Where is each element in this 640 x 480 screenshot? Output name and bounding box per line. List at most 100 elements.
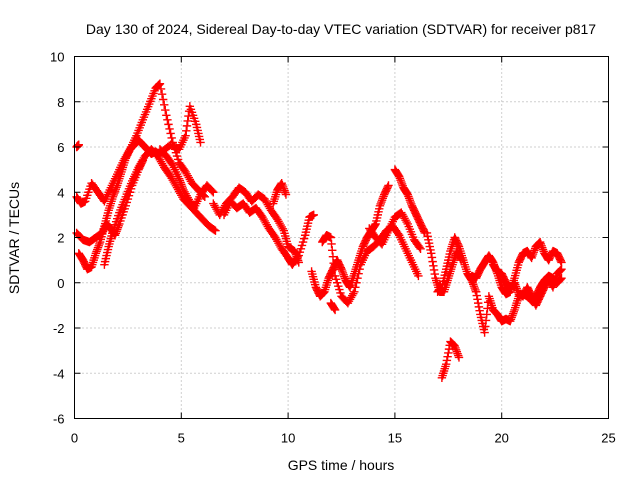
data-points bbox=[72, 79, 566, 382]
data-point bbox=[474, 302, 484, 312]
data-point bbox=[184, 111, 193, 121]
series-track-q bbox=[433, 233, 481, 296]
data-point bbox=[160, 100, 169, 109]
series-track-n bbox=[365, 208, 425, 254]
data-point bbox=[331, 275, 341, 284]
chart-title: Day 130 of 2024, Sidereal Day-to-day VTE… bbox=[86, 21, 596, 37]
data-point bbox=[424, 235, 433, 244]
data-point bbox=[427, 253, 437, 262]
data-point bbox=[426, 245, 435, 255]
data-point bbox=[330, 305, 340, 315]
x-tick-label: 5 bbox=[178, 431, 185, 446]
data-point bbox=[333, 278, 342, 287]
data-point bbox=[328, 246, 337, 255]
data-point bbox=[436, 284, 445, 293]
x-axis-label: GPS time / hours bbox=[288, 457, 395, 473]
data-point bbox=[334, 281, 343, 291]
data-point bbox=[164, 120, 173, 129]
data-point bbox=[444, 344, 454, 354]
data-point bbox=[473, 295, 482, 304]
data-point bbox=[415, 243, 424, 252]
data-point bbox=[352, 278, 361, 287]
data-point bbox=[423, 232, 432, 241]
data-point bbox=[329, 258, 338, 268]
data-point bbox=[182, 121, 192, 131]
data-point bbox=[183, 116, 192, 126]
x-tick-label: 15 bbox=[388, 431, 402, 446]
data-point bbox=[370, 220, 380, 230]
x-tick-label: 0 bbox=[71, 431, 78, 446]
series-track-m bbox=[326, 298, 340, 315]
data-point bbox=[481, 322, 490, 331]
data-point bbox=[330, 271, 340, 281]
data-point bbox=[296, 244, 306, 254]
series-track-f bbox=[155, 145, 218, 213]
data-point bbox=[557, 264, 566, 274]
y-tick-label: 10 bbox=[50, 50, 64, 65]
data-point bbox=[428, 257, 437, 266]
x-tick-label: 20 bbox=[494, 431, 508, 446]
data-point bbox=[557, 258, 566, 267]
data-point bbox=[299, 234, 309, 243]
data-point bbox=[414, 271, 423, 281]
data-point bbox=[328, 252, 338, 261]
data-point bbox=[427, 249, 436, 258]
data-point bbox=[210, 225, 219, 235]
data-point bbox=[326, 233, 336, 242]
data-point bbox=[298, 237, 308, 247]
data-point bbox=[482, 310, 491, 319]
data-point bbox=[472, 291, 481, 300]
data-point bbox=[209, 188, 218, 197]
data-point bbox=[350, 287, 359, 296]
data-point bbox=[330, 265, 339, 274]
series-track-r bbox=[437, 337, 464, 382]
axis-ticks: 0 5 10 15 20 25 -6 -4 -2 0 2 4 6 8 10 bbox=[50, 50, 616, 446]
y-tick-label: 4 bbox=[57, 185, 64, 200]
data-point bbox=[383, 182, 392, 192]
y-tick-label: 2 bbox=[57, 231, 64, 246]
data-point bbox=[297, 241, 307, 250]
data-point bbox=[442, 356, 452, 365]
data-point bbox=[158, 95, 168, 104]
data-point bbox=[354, 269, 363, 278]
grid-lines bbox=[74, 56, 609, 419]
series-track-e bbox=[100, 145, 220, 269]
data-point bbox=[481, 316, 491, 325]
y-tick-label: -6 bbox=[53, 412, 65, 427]
data-point bbox=[443, 352, 452, 361]
data-point bbox=[475, 306, 484, 315]
data-point bbox=[309, 210, 318, 220]
data-point bbox=[416, 244, 425, 254]
y-tick-label: 8 bbox=[57, 95, 64, 110]
data-point bbox=[556, 256, 565, 266]
data-point bbox=[555, 275, 565, 284]
y-tick-label: 0 bbox=[57, 276, 64, 291]
data-point bbox=[336, 288, 345, 298]
data-point bbox=[181, 131, 190, 140]
data-point bbox=[162, 111, 171, 120]
data-point bbox=[165, 124, 174, 134]
data-point bbox=[441, 360, 451, 369]
data-point bbox=[293, 252, 302, 262]
series-track-u bbox=[488, 260, 566, 310]
data-point bbox=[182, 126, 191, 135]
series-track-j bbox=[268, 179, 291, 208]
data-point bbox=[454, 353, 464, 362]
series-track-b bbox=[72, 140, 83, 152]
data-point bbox=[483, 304, 492, 313]
data-point bbox=[480, 328, 489, 337]
data-point bbox=[155, 80, 164, 89]
data-point bbox=[422, 228, 432, 238]
data-point bbox=[444, 348, 453, 358]
series-track-i bbox=[219, 197, 318, 269]
data-point bbox=[330, 304, 339, 313]
data-point bbox=[556, 274, 565, 284]
data-point bbox=[157, 90, 167, 99]
data-point bbox=[167, 133, 176, 143]
data-point bbox=[155, 79, 165, 88]
data-point bbox=[166, 129, 175, 138]
y-tick-label: 6 bbox=[57, 140, 64, 155]
y-tick-label: -4 bbox=[53, 366, 65, 381]
data-point bbox=[281, 190, 291, 199]
data-point bbox=[454, 240, 463, 250]
